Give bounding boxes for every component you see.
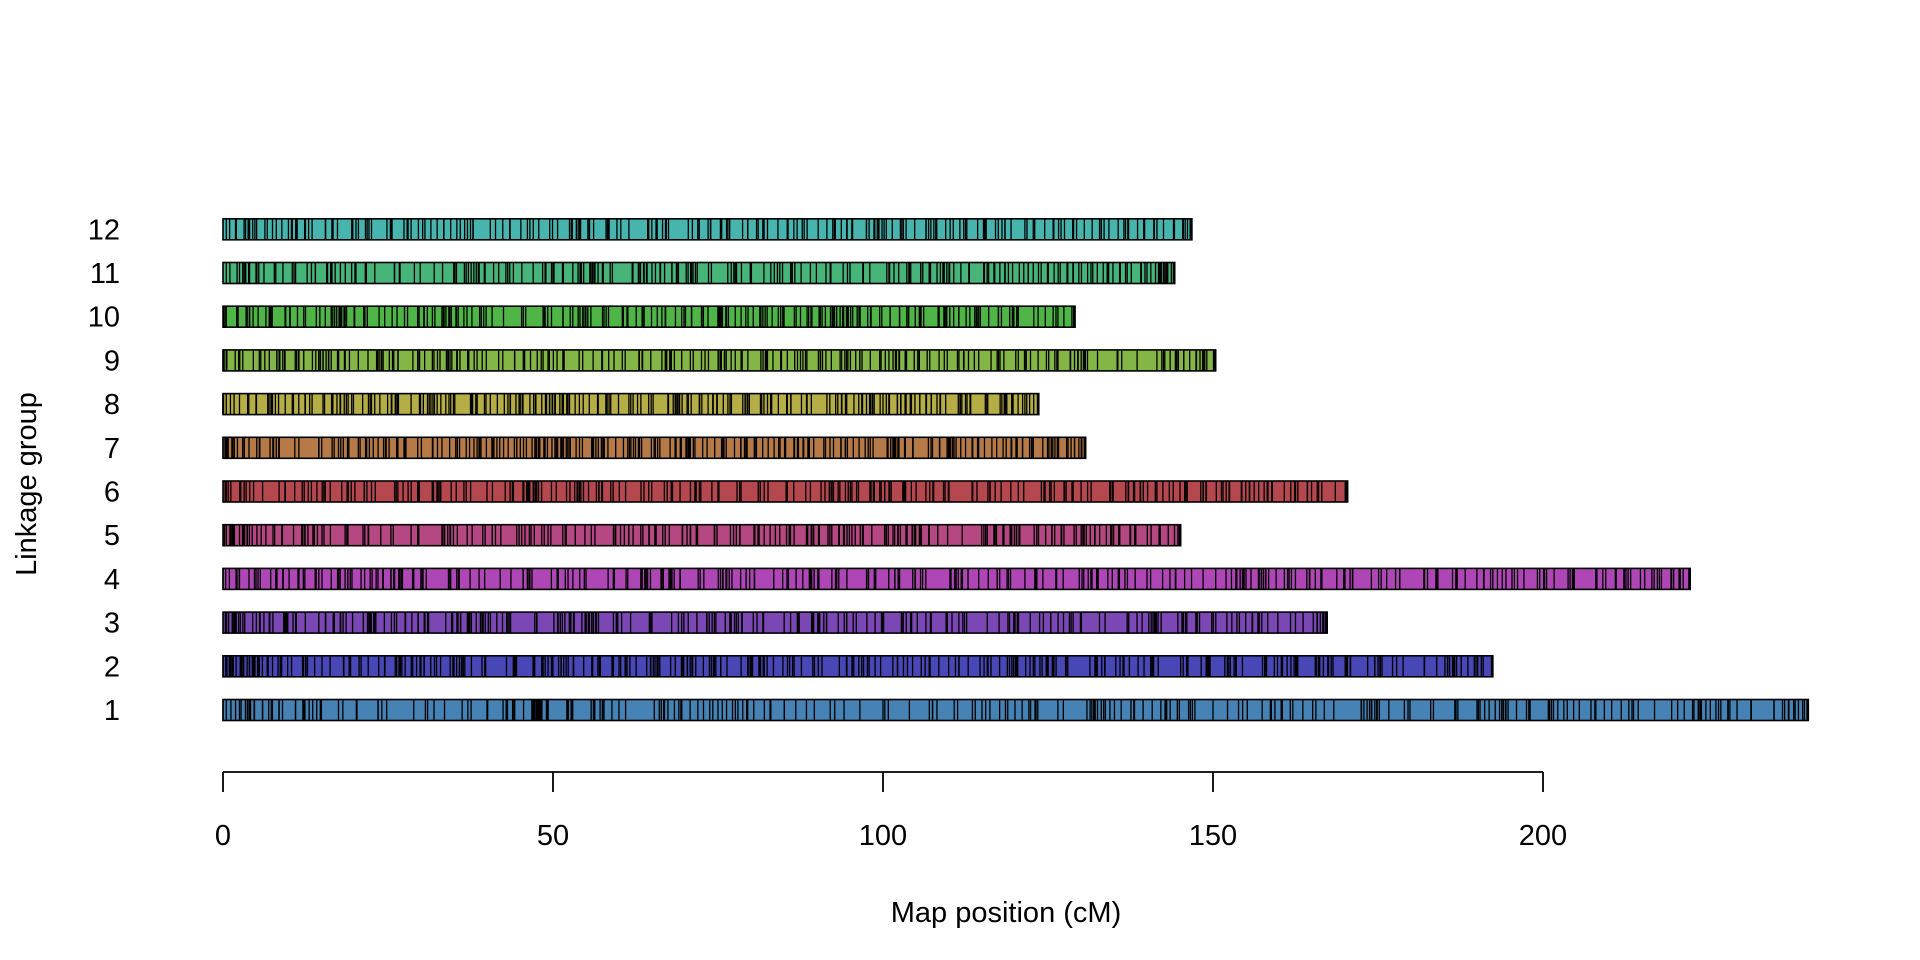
linkage-group-10	[222, 305, 1076, 329]
linkage-group-7	[222, 436, 1087, 460]
group-label-4: 4	[104, 564, 120, 596]
linkage-group-bar	[222, 698, 1810, 722]
linkage-group-2	[222, 654, 1494, 678]
linkage-group-8	[222, 392, 1040, 416]
group-label-6: 6	[104, 477, 120, 509]
x-axis-title: Map position (cM)	[891, 897, 1121, 929]
linkage-group-bar	[222, 349, 1217, 372]
group-label-3: 3	[104, 608, 120, 640]
group-label-11: 11	[90, 258, 120, 290]
x-tick-label: 150	[1189, 820, 1237, 852]
linkage-group-5	[222, 523, 1182, 547]
group-label-12: 12	[88, 214, 120, 246]
linkage-group-11	[222, 261, 1176, 285]
x-tick-label: 100	[859, 820, 907, 852]
group-label-7: 7	[104, 433, 120, 465]
linkage-group-bar	[222, 480, 1349, 503]
group-label-9: 9	[104, 345, 120, 377]
linkage-group-1	[222, 698, 1810, 722]
group-label-8: 8	[104, 389, 120, 421]
linkage-group-bar	[222, 654, 1494, 678]
group-label-2: 2	[104, 651, 120, 683]
linkage-group-12	[222, 218, 1193, 241]
x-tick-label: 50	[537, 820, 569, 852]
group-label-10: 10	[88, 302, 120, 334]
linkage-group-bars	[222, 218, 1810, 722]
group-label-1: 1	[104, 695, 120, 727]
linkage-group-4	[222, 567, 1691, 591]
linkage-group-3	[222, 611, 1328, 634]
x-axis: 0 50 100 150 200	[215, 771, 1567, 852]
group-label-5: 5	[104, 520, 120, 552]
linkage-group-6	[222, 480, 1349, 503]
linkage-group-9	[222, 349, 1217, 372]
x-tick-label: 200	[1519, 820, 1567, 852]
x-tick-label: 0	[215, 820, 231, 852]
y-axis-title: Linkage group	[11, 392, 43, 576]
